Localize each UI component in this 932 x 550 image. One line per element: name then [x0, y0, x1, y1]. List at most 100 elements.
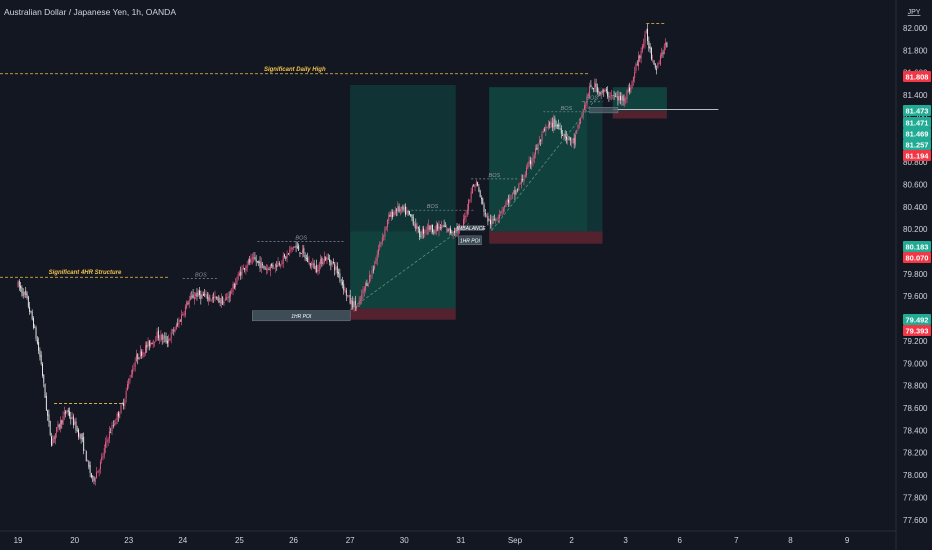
candle-body	[390, 211, 392, 217]
candle-body	[246, 264, 248, 268]
candle-body	[332, 261, 334, 264]
candle-body	[632, 77, 634, 81]
price-label: 80.070	[906, 254, 929, 263]
candle-body	[401, 206, 403, 209]
y-tick-label: 81.800	[903, 46, 928, 55]
candle-body	[511, 193, 513, 195]
candle-body	[407, 211, 409, 213]
candle-body	[232, 284, 234, 292]
candle-body	[596, 87, 598, 93]
candle-body	[164, 336, 166, 338]
candle-body	[116, 413, 118, 421]
candle-body	[450, 228, 452, 233]
candle-body	[121, 403, 123, 405]
candle-body	[611, 95, 612, 97]
candle-body	[348, 295, 350, 297]
trend-line	[349, 223, 469, 310]
candle-body	[648, 41, 650, 49]
candle-body	[444, 226, 446, 228]
candle-body	[495, 219, 497, 221]
stop-zone	[350, 308, 456, 320]
candle-body	[276, 265, 278, 268]
candle-body	[437, 223, 439, 230]
candle-body	[200, 294, 202, 300]
candle-body	[142, 352, 144, 358]
price-label: 80.183	[906, 243, 929, 252]
candle-body	[417, 227, 419, 229]
candle-body	[35, 327, 37, 339]
candle-body	[506, 199, 508, 202]
candle-body	[616, 96, 618, 98]
candle-body	[314, 266, 316, 270]
price-label: 81.473	[906, 107, 929, 116]
candle-body	[470, 191, 472, 199]
candle-body	[30, 311, 32, 312]
candle-body	[213, 297, 215, 299]
candle-body	[565, 136, 567, 140]
candle-body	[429, 225, 431, 230]
candle-body	[323, 256, 325, 263]
candle-body	[201, 294, 203, 298]
candle-body	[334, 264, 336, 271]
candle-body	[331, 261, 333, 265]
candle-body	[111, 425, 113, 432]
candle-body	[545, 126, 547, 132]
candle-body	[161, 334, 163, 340]
chart-title: Australian Dollar / Japanese Yen, 1h, OA…	[4, 7, 176, 17]
candle-body	[209, 298, 211, 300]
candle-body	[336, 266, 338, 273]
candle-body	[428, 224, 430, 230]
candle-body	[634, 71, 636, 78]
price-label: 81.471	[906, 119, 929, 128]
candle-body	[136, 354, 137, 362]
candle-body	[486, 215, 488, 217]
x-tick-label: 24	[178, 536, 187, 545]
candle-body	[584, 105, 585, 110]
candle-body	[151, 342, 153, 344]
candle-body	[258, 260, 260, 263]
candle-body	[384, 228, 386, 237]
candle-body	[593, 88, 594, 89]
x-tick-label: 8	[788, 536, 793, 545]
candle-body	[215, 296, 217, 299]
candle-body	[233, 283, 235, 289]
candle-body	[439, 227, 441, 229]
candle-body	[504, 205, 506, 208]
candle-body	[219, 301, 221, 303]
candle-body	[295, 245, 297, 248]
candle-body	[493, 219, 495, 221]
candle-body	[280, 264, 282, 266]
candle-body	[114, 423, 116, 425]
candle-body	[290, 247, 292, 251]
candle-body	[45, 395, 47, 411]
candle-body	[562, 134, 564, 136]
candle-body	[60, 420, 61, 429]
candle-body	[192, 294, 194, 299]
candle-body	[264, 268, 266, 270]
candle-body	[52, 438, 54, 445]
candle-body	[124, 399, 126, 406]
candle-body	[56, 427, 58, 433]
candle-body	[108, 431, 110, 439]
candle-body	[272, 265, 274, 268]
candle-body	[67, 409, 69, 413]
stop-zone	[612, 110, 667, 119]
y-tick-label: 77.600	[903, 516, 928, 525]
candle-body	[181, 314, 182, 322]
candle-body	[374, 265, 376, 270]
candle-body	[496, 219, 498, 221]
candle-body	[614, 96, 616, 98]
time-axis[interactable]: 19 20 23 24 25 26 27 30 31 Sep 2 3 6 7 8 9	[0, 530, 896, 545]
currency-label[interactable]: JPY	[908, 9, 921, 16]
candle-body	[372, 269, 374, 271]
candle-body	[115, 421, 117, 425]
poi-box	[458, 235, 482, 246]
candle-body	[640, 50, 642, 59]
candle-body	[285, 256, 287, 259]
candle-body	[20, 285, 22, 289]
candle-body	[119, 413, 121, 419]
candle-body	[27, 296, 29, 307]
level-label: Significant 4HR Structure	[49, 270, 122, 276]
x-tick-label: Sep	[508, 536, 523, 545]
